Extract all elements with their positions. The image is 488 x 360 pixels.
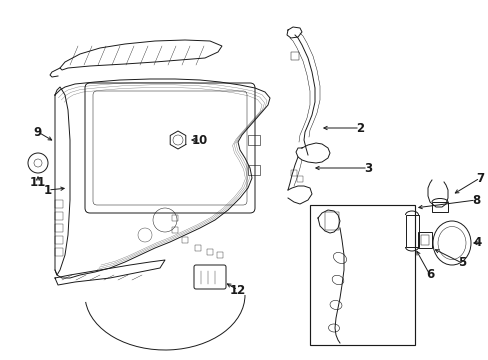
Bar <box>55 224 63 232</box>
Bar <box>195 245 201 251</box>
Bar <box>172 215 178 221</box>
Bar <box>296 176 303 182</box>
Text: 6: 6 <box>425 269 433 282</box>
Text: 12: 12 <box>229 284 245 297</box>
Bar <box>420 235 428 245</box>
Text: 10: 10 <box>191 134 208 147</box>
Bar <box>206 249 213 255</box>
Text: 7: 7 <box>475 171 483 184</box>
Bar <box>290 52 298 60</box>
Bar <box>309 205 414 345</box>
Text: 8: 8 <box>471 194 479 207</box>
Bar <box>325 212 338 230</box>
Text: 4: 4 <box>473 237 481 249</box>
Bar <box>247 165 260 175</box>
Bar <box>290 170 296 176</box>
Text: 2: 2 <box>355 122 364 135</box>
Text: 5: 5 <box>457 256 465 270</box>
Bar <box>405 215 418 247</box>
Bar <box>417 232 431 248</box>
Bar <box>55 236 63 244</box>
Text: 3: 3 <box>363 162 371 175</box>
Bar <box>55 248 63 256</box>
Bar <box>172 227 178 233</box>
Bar <box>431 202 447 212</box>
Text: 9: 9 <box>34 126 42 139</box>
Text: 11: 11 <box>30 176 46 189</box>
Bar <box>182 237 187 243</box>
Bar <box>217 252 223 258</box>
Bar <box>55 200 63 208</box>
Bar <box>247 135 260 145</box>
Text: 1: 1 <box>44 184 52 197</box>
Bar <box>55 212 63 220</box>
